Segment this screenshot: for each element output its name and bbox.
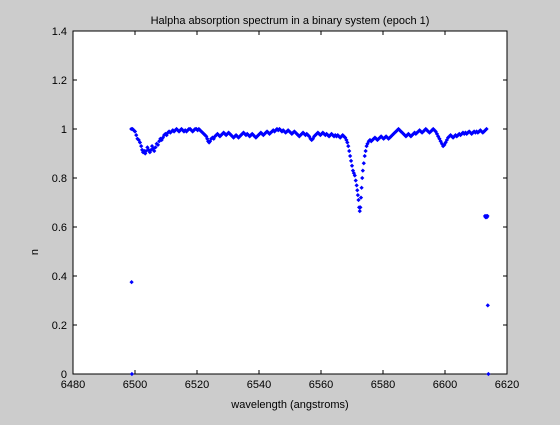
y-tick-label: 1.4	[52, 26, 67, 38]
data-point	[129, 280, 134, 285]
data-point	[129, 371, 135, 377]
y-tick-label: 0.8	[52, 173, 67, 185]
data-point	[357, 208, 362, 214]
data-point	[348, 158, 354, 163]
y-tick-label: 0.2	[52, 320, 67, 332]
data-point	[132, 129, 138, 134]
data-point	[349, 163, 355, 168]
data-point	[362, 153, 367, 159]
y-axis: 0 0.2 0.4 0.6 0.8 1 1.2 1.4	[52, 26, 507, 381]
x-tick-label: 6600	[433, 379, 457, 391]
data-point	[358, 205, 363, 210]
data-point	[360, 168, 365, 173]
data-point	[358, 195, 364, 200]
data-point	[355, 188, 360, 193]
data-point	[345, 140, 350, 145]
x-tick-label: 6560	[309, 379, 333, 391]
data-point	[347, 148, 352, 154]
x-tick-label: 6520	[185, 379, 209, 391]
data-point	[134, 133, 139, 138]
data-point	[152, 148, 157, 154]
chart-title: Halpha absorption spectrum in a binary s…	[151, 15, 430, 27]
x-tick-label: 6540	[247, 379, 271, 391]
x-tick-label: 6620	[495, 379, 519, 391]
data-point	[485, 213, 490, 219]
data-point	[155, 142, 161, 148]
data-point	[486, 371, 491, 377]
plot-area	[72, 30, 508, 375]
y-tick-label: 0	[61, 369, 67, 381]
data-point	[360, 175, 365, 181]
x-axis-label: wavelength (angstroms)	[230, 399, 348, 411]
y-tick-label: 0.4	[52, 271, 67, 283]
y-tick-label: 0.6	[52, 222, 67, 234]
x-tick-label: 6480	[61, 379, 85, 391]
data-point	[363, 148, 368, 154]
x-tick-label: 6580	[371, 379, 395, 391]
data-point	[361, 161, 366, 166]
x-tick-label: 6500	[123, 379, 147, 391]
x-axis: 6480 6500 6520 6540 6560 6580 6600 6620	[61, 31, 519, 391]
y-tick-label: 1	[61, 124, 67, 136]
y-tick-label: 1.2	[52, 75, 67, 87]
y-axis-label: n	[29, 249, 41, 255]
data-point	[485, 303, 490, 308]
data-point	[354, 183, 359, 188]
data-point	[346, 144, 351, 149]
data-point	[137, 140, 143, 145]
data-point	[139, 144, 144, 149]
data-point	[359, 185, 364, 190]
data-point	[353, 178, 358, 183]
data-point	[356, 197, 361, 203]
data-point	[352, 173, 357, 178]
data-point	[355, 193, 361, 198]
data-point	[153, 145, 158, 150]
data-points	[129, 126, 491, 377]
data-point	[348, 153, 353, 159]
